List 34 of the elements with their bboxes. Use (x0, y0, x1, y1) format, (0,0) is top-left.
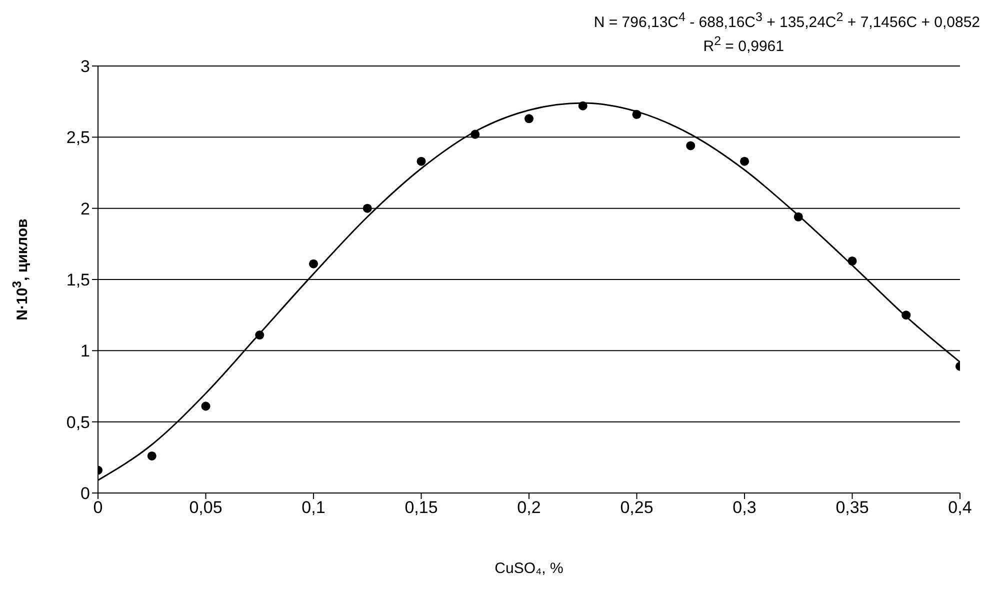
x-tick-label: 0,15 (404, 498, 438, 518)
point (524, 114, 534, 124)
x-tick-label: 0,1 (302, 498, 326, 518)
point (362, 204, 372, 213)
x-axis-title: CuSO₄, % (494, 560, 564, 577)
y-tick-label: 2,5 (66, 128, 90, 148)
y-tick-label: 0 (80, 484, 90, 504)
x-tick-label: 0,3 (732, 498, 756, 518)
point (902, 310, 911, 320)
point (308, 259, 318, 268)
y-tick-label: 2 (80, 199, 90, 218)
point (632, 110, 642, 119)
point (201, 402, 210, 411)
x-tick-label: 0,05 (189, 498, 222, 518)
x-tick-label: 0,4 (948, 498, 972, 518)
text: N = 796,13C$^{4}$ - 688,16C$^{3}$ + 135,24C$^{2}$ + 7,1456C + 0,0852 (594, 10, 980, 31)
point (416, 156, 426, 166)
point (255, 330, 264, 340)
point (147, 451, 156, 460)
x-tick-label: 0,2 (517, 498, 541, 518)
point (794, 212, 803, 222)
y-tick-label: 1 (80, 342, 90, 361)
point (578, 101, 588, 110)
point (740, 156, 750, 166)
y-tick-label: 3 (80, 57, 90, 76)
x-tick-label: 0 (93, 498, 103, 518)
x-tick-label: 0,35 (836, 498, 869, 518)
y-tick-label: 1,5 (66, 270, 90, 290)
text: R$^{2}$ = 0,9961 (703, 34, 784, 55)
x-tick-label: 0,25 (620, 498, 654, 518)
point (470, 130, 480, 139)
point (686, 141, 696, 150)
y-tick-label: 0,5 (66, 412, 90, 432)
point (848, 256, 857, 266)
